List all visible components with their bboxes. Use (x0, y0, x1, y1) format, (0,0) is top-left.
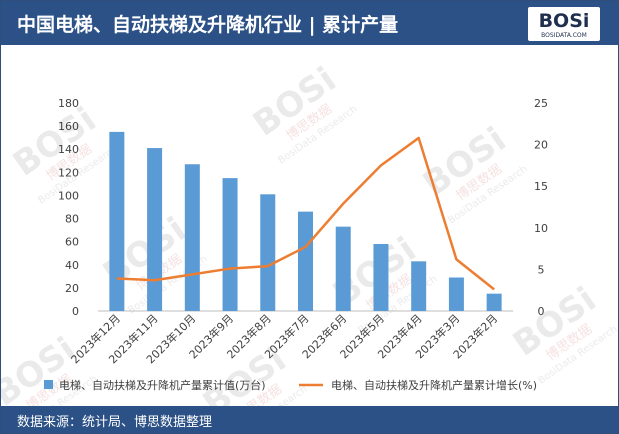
legend-label-bar: 电梯、自动扶梯及升降机产量累计值(万台) (59, 378, 266, 392)
legend: 电梯、自动扶梯及升降机产量累计值(万台) 电梯、自动扶梯及升降机产量累计增长(%… (44, 378, 537, 392)
logo-sub-text: BOSIDATA.COM (541, 32, 587, 39)
bar (222, 178, 238, 311)
source-note: 数据来源：统计局、博思数据整理 (17, 415, 213, 430)
left-axis-tick-label: 120 (58, 166, 79, 179)
bar (448, 277, 464, 311)
right-axis-ticks: 0 5 10 15 20 25 (534, 97, 548, 318)
logo-main-text: BOSi (539, 10, 590, 32)
legend-label-line: 电梯、自动扶梯及升降机产量累计增长(%) (331, 378, 537, 392)
left-axis-tick-label: 180 (58, 97, 79, 110)
left-axis-tick-label: 140 (58, 143, 79, 156)
right-axis-tick-label: 5 (538, 263, 545, 276)
bar (109, 131, 125, 311)
bar (298, 211, 313, 311)
right-axis-tick-label: 25 (534, 97, 548, 110)
header-bar: 中国电梯、自动扶梯及升降机行业 | 累计产量 BOSi BOSIDATA.COM (1, 1, 618, 45)
bar (335, 226, 351, 311)
bar (411, 261, 427, 311)
bosi-logo: BOSi BOSIDATA.COM (528, 7, 600, 41)
right-axis-tick-label: 15 (534, 180, 548, 193)
bar (147, 148, 163, 311)
bar (260, 194, 276, 311)
left-axis-ticks: 0 20 40 60 80 100 120 140 160 180 (58, 97, 79, 318)
x-axis-ticks: 2023年12月2023年11月2023年10月2023年9月2023年8月20… (68, 311, 500, 366)
right-axis-tick-label: 20 (534, 139, 548, 152)
line-series (116, 136, 495, 291)
page-title: 中国电梯、自动扶梯及升降机行业 | 累计产量 (17, 14, 399, 36)
bar (486, 293, 502, 311)
left-axis-tick-label: 0 (72, 305, 79, 318)
left-axis-tick-label: 160 (58, 120, 79, 133)
right-axis-tick-label: 0 (538, 305, 545, 318)
left-axis-tick-label: 20 (65, 282, 79, 295)
bar (373, 243, 389, 311)
bar (184, 164, 200, 311)
left-axis-tick-label: 80 (65, 213, 79, 226)
legend-swatch-bar (44, 380, 53, 389)
footer-bar: 数据来源：统计局、博思数据整理 (1, 406, 618, 433)
right-axis-tick-label: 10 (534, 222, 548, 235)
left-axis-tick-label: 40 (65, 259, 79, 272)
growth-line (116, 136, 495, 291)
left-axis-tick-label: 100 (58, 189, 79, 202)
left-axis-tick-label: 60 (65, 236, 79, 249)
